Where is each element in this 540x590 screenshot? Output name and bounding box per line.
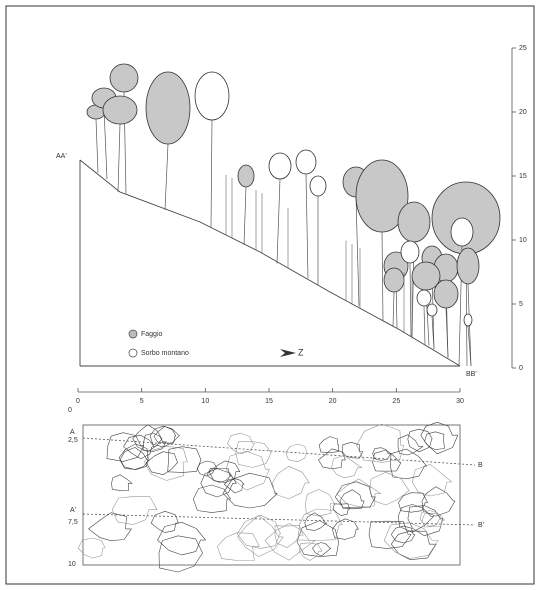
crown-projection <box>340 490 364 509</box>
tick-label: 10 <box>201 398 209 405</box>
tick-label: 20 <box>329 398 337 405</box>
section-label: AA' <box>56 153 67 160</box>
crown-projection <box>412 464 452 496</box>
rowan-crown <box>451 218 473 246</box>
tick-label: 0 <box>76 398 80 405</box>
crown-projection <box>391 531 436 560</box>
crown-projection <box>237 515 280 548</box>
crown-projection <box>398 504 434 532</box>
crown-projection <box>112 475 133 491</box>
crown-projection <box>223 473 277 508</box>
stem <box>393 292 394 327</box>
crown-projection <box>357 424 404 462</box>
stem <box>211 120 212 228</box>
section-label: B' <box>478 522 484 529</box>
beech-crown <box>384 268 404 292</box>
beech-crown <box>238 165 254 187</box>
rowan-crown <box>195 72 229 120</box>
north-arrow <box>280 349 296 357</box>
crown-projection <box>158 522 206 555</box>
tick-label: 15 <box>265 398 273 405</box>
rowan-crown <box>296 150 316 174</box>
rowan-crown <box>310 176 326 196</box>
section-label: A' <box>70 507 76 514</box>
section-label: B <box>478 462 483 469</box>
tick-label: 10 <box>68 561 76 568</box>
stem <box>244 187 246 245</box>
tick-label: 5 <box>140 398 144 405</box>
crown-projection <box>217 533 259 561</box>
stem <box>424 306 425 344</box>
crown-projection <box>297 521 339 557</box>
crown-projection <box>146 452 177 475</box>
tick-label: 7,5 <box>68 519 78 526</box>
tick-label: 5 <box>519 301 523 308</box>
stem <box>306 174 308 278</box>
crown-projection <box>193 485 230 513</box>
crown-projection <box>201 469 237 497</box>
tick-label: 15 <box>519 173 527 180</box>
stem <box>165 144 168 210</box>
stem <box>410 263 411 336</box>
crown-projection <box>390 449 426 479</box>
crown-projection <box>369 521 411 548</box>
stem <box>96 119 98 173</box>
section-label: BB' <box>466 371 477 378</box>
crown-projection <box>228 433 255 454</box>
tick-label: 20 <box>519 109 527 116</box>
beech-crown <box>146 72 190 144</box>
stem <box>382 232 383 320</box>
crown-projection <box>313 543 331 557</box>
page: AA' BB' Faggio Sorbo montano Z A A' B B'… <box>0 0 540 590</box>
tick-label: 25 <box>519 45 527 52</box>
crown-projection <box>151 511 178 532</box>
tick-label: 2,5 <box>68 437 78 444</box>
beech-crown <box>434 280 458 308</box>
stem <box>356 197 359 306</box>
legend-label: Sorbo montano <box>141 350 189 357</box>
tick-label: 0 <box>519 365 523 372</box>
rowan-crown <box>417 290 431 306</box>
rowan-crown <box>427 304 437 316</box>
crown-projection <box>373 450 401 471</box>
crown-projection <box>226 451 269 490</box>
crown-projection <box>89 513 132 541</box>
crown-projection <box>168 447 201 473</box>
crown-projection <box>370 472 409 505</box>
tick-label: 30 <box>456 398 464 405</box>
crown-projection <box>273 466 310 499</box>
crown-projection <box>159 536 203 572</box>
crown-projection <box>425 432 445 450</box>
crown-projection <box>332 455 362 478</box>
tick-label: 0 <box>68 407 72 414</box>
crown-projection <box>112 497 157 525</box>
rowan-crown <box>464 314 472 326</box>
legend-swatch <box>129 349 137 357</box>
stem <box>118 124 120 192</box>
legend-swatch <box>129 330 137 338</box>
legend-label: Faggio <box>141 331 163 338</box>
stem <box>277 179 280 263</box>
crown-projection <box>78 538 105 558</box>
crown-projection <box>209 461 240 483</box>
rowan-crown <box>401 241 419 263</box>
tick-label: 10 <box>519 237 527 244</box>
beech-crown <box>398 202 430 242</box>
beech-crown <box>110 64 138 92</box>
north-label: Z <box>298 347 304 357</box>
crown-projection <box>238 516 284 557</box>
section-label: A <box>70 429 75 436</box>
beech-crown <box>103 96 137 124</box>
crown-projection <box>337 479 381 507</box>
section-line <box>83 514 475 525</box>
rowan-crown <box>269 153 291 179</box>
beech-crown <box>457 248 479 284</box>
tick-label: 25 <box>392 398 400 405</box>
